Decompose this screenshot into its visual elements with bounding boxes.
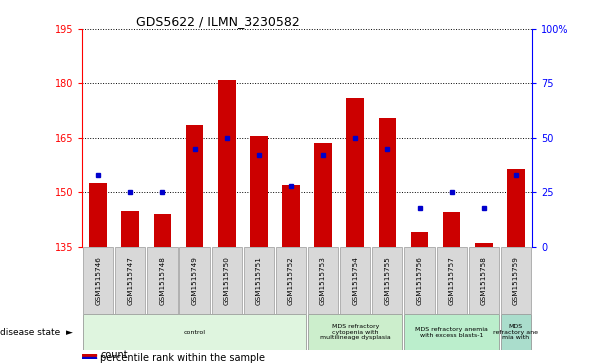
Bar bbox=[82, 357, 95, 359]
Text: GSM1515749: GSM1515749 bbox=[192, 256, 198, 305]
Text: GDS5622 / ILMN_3230582: GDS5622 / ILMN_3230582 bbox=[136, 15, 300, 28]
Bar bbox=[501, 247, 531, 314]
Text: GSM1515746: GSM1515746 bbox=[95, 256, 101, 305]
Bar bbox=[212, 247, 242, 314]
Bar bbox=[308, 247, 338, 314]
Bar bbox=[372, 247, 402, 314]
Bar bbox=[250, 136, 268, 247]
Bar bbox=[340, 247, 370, 314]
Bar bbox=[379, 118, 396, 247]
Bar bbox=[437, 247, 467, 314]
Text: GSM1515750: GSM1515750 bbox=[224, 256, 230, 305]
Text: count: count bbox=[100, 350, 128, 360]
Text: GSM1515758: GSM1515758 bbox=[481, 256, 487, 305]
Text: GSM1515751: GSM1515751 bbox=[256, 256, 262, 305]
Bar bbox=[308, 314, 402, 350]
Text: GSM1515748: GSM1515748 bbox=[159, 256, 165, 305]
Text: MDS refractory anemia
with excess blasts-1: MDS refractory anemia with excess blasts… bbox=[415, 327, 488, 338]
Bar bbox=[475, 243, 492, 247]
Bar bbox=[154, 214, 171, 247]
Text: GSM1515753: GSM1515753 bbox=[320, 256, 326, 305]
Bar bbox=[83, 247, 113, 314]
Text: GSM1515752: GSM1515752 bbox=[288, 256, 294, 305]
Bar bbox=[218, 80, 235, 247]
Bar bbox=[404, 247, 435, 314]
Text: GSM1515747: GSM1515747 bbox=[127, 256, 133, 305]
Text: GSM1515756: GSM1515756 bbox=[416, 256, 423, 305]
Bar bbox=[82, 354, 95, 356]
Bar bbox=[185, 125, 204, 247]
Bar bbox=[122, 211, 139, 247]
Text: GSM1515759: GSM1515759 bbox=[513, 256, 519, 305]
Bar bbox=[501, 314, 531, 350]
Text: control: control bbox=[184, 330, 206, 335]
Bar bbox=[115, 247, 145, 314]
Bar bbox=[469, 247, 499, 314]
Bar bbox=[404, 314, 499, 350]
Text: percentile rank within the sample: percentile rank within the sample bbox=[100, 353, 265, 363]
Text: GSM1515754: GSM1515754 bbox=[352, 256, 358, 305]
Bar bbox=[83, 314, 306, 350]
Bar bbox=[179, 247, 210, 314]
Text: MDS refractory
cytopenia with
multilineage dysplasia: MDS refractory cytopenia with multilinea… bbox=[320, 324, 390, 340]
Bar bbox=[276, 247, 306, 314]
Text: GSM1515755: GSM1515755 bbox=[384, 256, 390, 305]
Bar bbox=[507, 169, 525, 247]
Text: disease state  ►: disease state ► bbox=[0, 328, 73, 337]
Bar bbox=[89, 183, 107, 247]
Bar bbox=[147, 247, 178, 314]
Bar bbox=[347, 98, 364, 247]
Bar bbox=[410, 232, 429, 247]
Bar bbox=[314, 143, 332, 247]
Bar bbox=[443, 212, 460, 247]
Bar bbox=[244, 247, 274, 314]
Bar bbox=[282, 185, 300, 247]
Text: GSM1515757: GSM1515757 bbox=[449, 256, 455, 305]
Text: MDS
refractory ane
mia with: MDS refractory ane mia with bbox=[494, 324, 539, 340]
